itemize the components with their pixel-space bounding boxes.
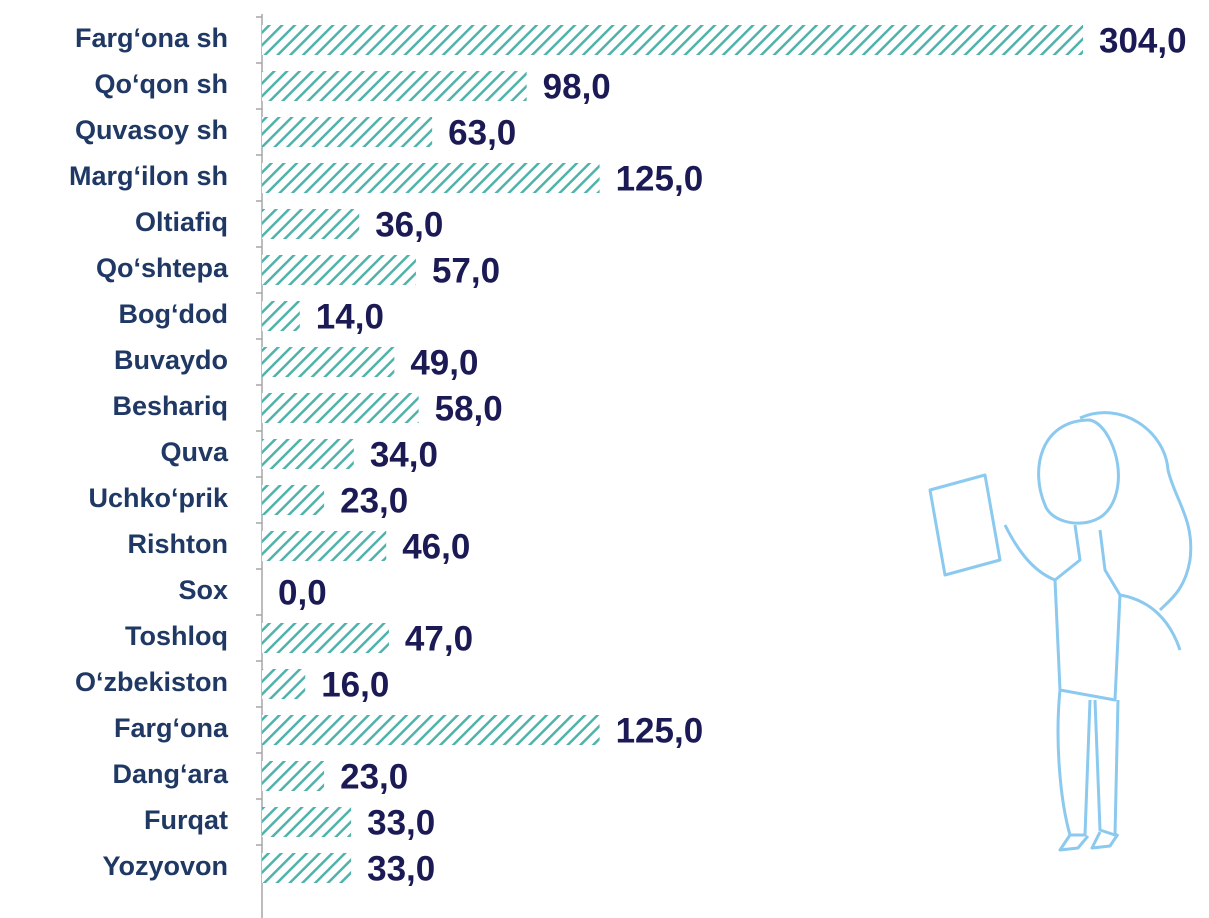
category-label: Buvaydo (114, 345, 228, 375)
category-label: Qo‘shtepa (96, 253, 229, 283)
bar (262, 117, 433, 147)
bar (262, 531, 387, 561)
category-label: Quva (160, 437, 229, 467)
value-label: 16,0 (321, 665, 389, 704)
bar (262, 853, 352, 883)
bar (262, 301, 300, 331)
bar (262, 25, 1083, 55)
value-label: 304,0 (1099, 21, 1187, 60)
bar (262, 439, 354, 469)
bar (262, 255, 416, 285)
value-label: 46,0 (402, 527, 470, 566)
category-label: Farg‘ona (114, 713, 229, 743)
category-label: Uchko‘prik (88, 483, 229, 513)
category-label: Qo‘qon sh (95, 69, 228, 99)
bar (262, 71, 527, 101)
category-label: Dang‘ara (112, 759, 229, 789)
value-label: 47,0 (405, 619, 473, 658)
category-label: Furqat (144, 805, 228, 835)
value-label: 14,0 (316, 297, 384, 336)
value-label: 33,0 (367, 803, 435, 842)
category-label: Quvasoy sh (75, 115, 228, 145)
value-label: 58,0 (435, 389, 503, 428)
bar (262, 669, 306, 699)
value-label: 23,0 (340, 757, 408, 796)
value-label: 36,0 (375, 205, 443, 244)
category-label: Yozyovon (102, 851, 228, 881)
category-label: Marg‘ilon sh (69, 161, 228, 191)
value-label: 23,0 (340, 481, 408, 520)
category-label: Rishton (128, 529, 229, 559)
category-label: Farg‘ona sh (75, 23, 228, 53)
category-label: O‘zbekiston (75, 667, 228, 697)
bar (262, 715, 600, 745)
category-label: Sox (178, 575, 228, 605)
value-label: 125,0 (616, 159, 704, 198)
bar (262, 807, 352, 837)
value-label: 63,0 (448, 113, 516, 152)
bar (262, 623, 389, 653)
bar (262, 209, 360, 239)
bar (262, 485, 325, 515)
bar (262, 761, 325, 791)
value-label: 33,0 (367, 849, 435, 888)
category-label: Toshloq (125, 621, 228, 651)
bar (262, 393, 419, 423)
category-label: Oltiafiq (135, 207, 228, 237)
bar (262, 347, 395, 377)
value-label: 125,0 (616, 711, 704, 750)
category-label: Bog‘dod (119, 299, 228, 329)
value-label: 0,0 (278, 573, 327, 612)
value-label: 49,0 (410, 343, 478, 382)
illustration (928, 411, 1193, 852)
bar (262, 163, 600, 193)
value-label: 34,0 (370, 435, 438, 474)
value-label: 57,0 (432, 251, 500, 290)
value-label: 98,0 (543, 67, 611, 106)
category-label: Beshariq (112, 391, 228, 421)
